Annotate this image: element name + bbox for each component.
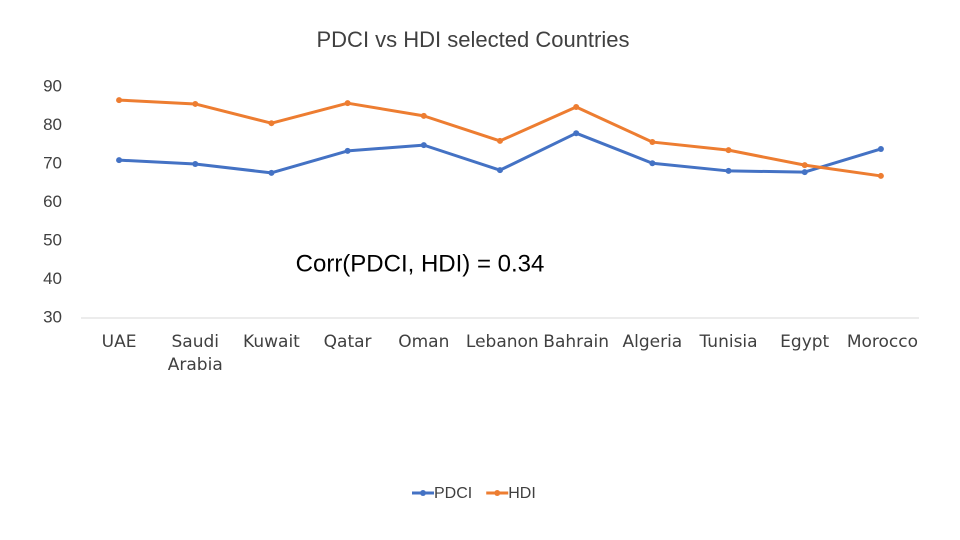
x-tick-label: Oman [398,332,450,352]
legend-marker [494,490,501,496]
chart-title: PDCI vs HDI selected Countries [317,27,630,52]
legend-label: PDCI [434,485,472,502]
x-tick-label: Qatar [323,332,372,352]
y-tick-label: 80 [43,115,62,134]
point [116,97,123,104]
x-tick-label: Kuwait [243,332,300,352]
point [420,142,427,149]
point [344,147,351,154]
x-tick-label: Tunisia [699,332,758,352]
point [725,167,732,174]
y-tick-label: 70 [43,153,62,172]
point [725,147,732,154]
point [268,120,275,127]
x-tick-label: Morocco [846,332,918,352]
x-tick-label: Egypt [780,332,830,352]
point [497,137,503,144]
legend-label: HDI [508,485,536,502]
x-tick-label: UAE [101,332,137,352]
point [420,112,427,119]
point [649,160,656,167]
x-tick-label: Algeria [622,332,683,352]
y-tick-label: 40 [43,269,62,288]
legend-marker [420,490,426,496]
annotation: Corr(PDCI, HDI) = 0.34 [296,250,545,277]
point [877,145,884,152]
point [573,104,580,111]
y-tick-label: 90 [43,76,62,95]
point [801,162,808,169]
x-tick-label: Lebanon [465,332,539,352]
x-tick-label: Saudi Arabia [167,332,223,375]
point [573,130,580,137]
y-tick-label: 30 [43,307,62,326]
point [268,169,275,176]
point [877,172,884,179]
point [497,167,503,174]
point [192,161,199,167]
point [192,100,199,107]
y-tick-label: 60 [43,192,62,211]
point [649,139,656,146]
y-tick-label: 50 [43,230,62,249]
point [801,169,808,176]
point [344,100,351,107]
x-tick-label: Bahrain [543,332,610,352]
point [116,157,123,164]
